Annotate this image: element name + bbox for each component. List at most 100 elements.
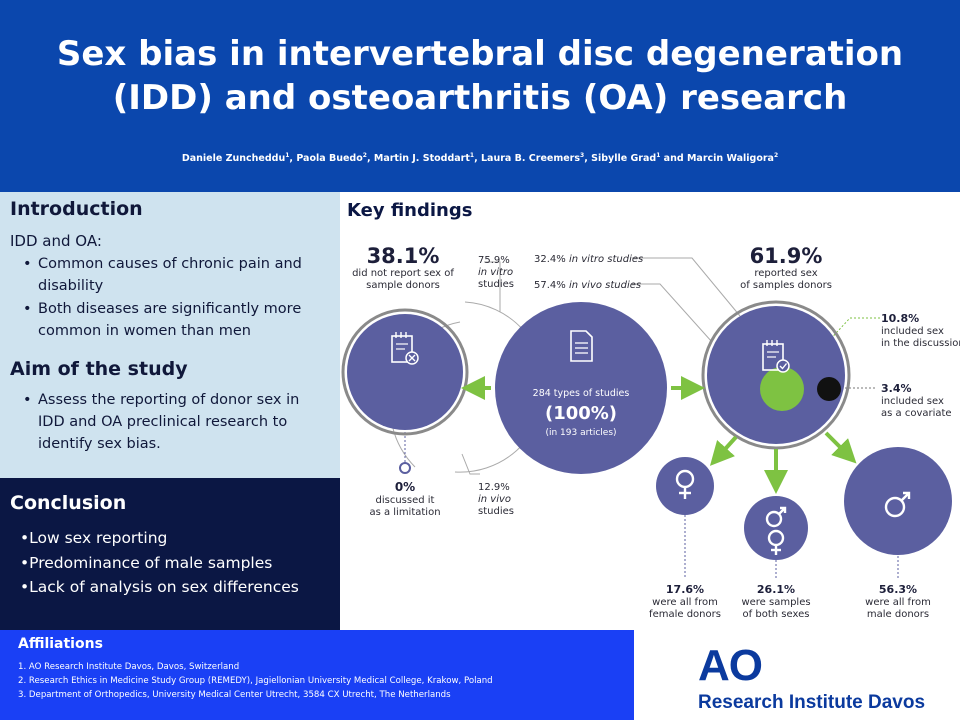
author-name: Martin J. Stoddart bbox=[373, 153, 470, 165]
author-affiliation: 2 bbox=[362, 152, 367, 159]
not-reported-invitro-label: studies bbox=[478, 279, 514, 290]
female-pct: 17.6% bbox=[666, 583, 704, 596]
list-item: Common causes of chronic pain and disabi… bbox=[10, 253, 330, 297]
author-name: Marcin Waligora bbox=[686, 153, 774, 165]
author-name: Sibylle Grad bbox=[591, 153, 657, 165]
limitation-label: as a limitation bbox=[369, 507, 440, 518]
female-label: female donors bbox=[649, 609, 721, 620]
affiliations-heading: Affiliations bbox=[18, 636, 103, 652]
logo-text: Research Institute Davos bbox=[698, 692, 926, 713]
affiliations-panel: Affiliations 1. AO Research Institute Da… bbox=[0, 630, 634, 720]
connector-line bbox=[632, 283, 713, 343]
both-label: of both sexes bbox=[743, 609, 810, 620]
aim-heading: Aim of the study bbox=[10, 358, 188, 380]
list-item: Predominance of male samples bbox=[20, 551, 299, 576]
discussion-label: included sex bbox=[881, 326, 944, 337]
covariate-label: as a covariate bbox=[881, 408, 952, 419]
total-studies-articles: (in 193 articles) bbox=[545, 428, 616, 438]
discussion-label: in the discussion bbox=[881, 338, 960, 349]
connector-line bbox=[799, 317, 880, 373]
not-reported-invitro-pct: 75.9% bbox=[478, 255, 510, 266]
limitation-label: discussed it bbox=[376, 495, 435, 506]
male-circle bbox=[844, 447, 952, 555]
arrow-male bbox=[824, 431, 857, 464]
reported-invivo-text: in vivo studies bbox=[569, 280, 641, 291]
male-symbol-icon bbox=[765, 506, 787, 528]
author-affiliation: 2 bbox=[773, 152, 779, 159]
not-reported-label: did not report sex of bbox=[352, 268, 454, 279]
both-pct: 26.1% bbox=[757, 583, 795, 596]
author-affiliation: 1 bbox=[469, 152, 475, 159]
female-label: were all from bbox=[652, 597, 718, 608]
logo-mark: AO bbox=[698, 641, 763, 690]
key-findings-panel: Key findings bbox=[340, 192, 960, 630]
title-line-1: Sex bias in intervertebral disc degenera… bbox=[56, 34, 904, 74]
header-banner: Sex bias in intervertebral disc degenera… bbox=[0, 0, 960, 192]
title-line-2: (IDD) and osteoarthritis (OA) research bbox=[112, 78, 848, 118]
list-item: 1. AO Research Institute Davos, Davos, S… bbox=[18, 662, 240, 672]
list-item: Low sex reporting bbox=[20, 526, 299, 551]
introduction-heading: Introduction bbox=[10, 198, 143, 220]
introduction-list: Common causes of chronic pain and disabi… bbox=[10, 253, 330, 343]
left-ring bbox=[341, 308, 469, 436]
author-affiliation: 3 bbox=[580, 152, 585, 159]
list-item: Both diseases are significantly more com… bbox=[10, 298, 330, 342]
author-name: Paola Buedo bbox=[296, 153, 363, 165]
covariate-dot bbox=[817, 377, 841, 401]
author-separator: , bbox=[289, 153, 297, 165]
reported-pct: 61.9% bbox=[750, 244, 823, 268]
key-findings-heading: Key findings bbox=[347, 200, 473, 221]
author-separator: , bbox=[584, 153, 592, 165]
author-affiliation: 1 bbox=[656, 152, 661, 159]
limitation-dot bbox=[399, 462, 411, 474]
covariate-pct: 3.4% bbox=[881, 382, 912, 395]
author-list: Daniele Zuncheddu1, Paola Buedo2, Martin… bbox=[0, 152, 960, 164]
right-ring bbox=[701, 300, 851, 450]
not-reported-invitro-label: in vitro bbox=[478, 267, 513, 278]
reported-label: reported sex bbox=[754, 268, 817, 279]
introduction-panel: Introduction IDD and OA: Common causes o… bbox=[0, 192, 340, 478]
conclusion-list: Low sex reporting Predominance of male s… bbox=[20, 526, 299, 600]
not-reported-invivo-pct: 12.9% bbox=[478, 482, 510, 493]
author-affiliation: 1 bbox=[285, 152, 290, 159]
covariate-label: included sex bbox=[881, 396, 944, 407]
total-studies-label: 284 types of studies bbox=[533, 388, 630, 399]
both-label: were samples bbox=[741, 597, 810, 608]
connector-line bbox=[632, 257, 741, 317]
reported-invitro-text: in vitro studies bbox=[569, 254, 643, 265]
male-label: male donors bbox=[867, 609, 929, 620]
reported-invitro-pct: 32.4% bbox=[534, 254, 566, 265]
female-symbol-icon bbox=[767, 529, 785, 555]
list-item: 2. Research Ethics in Medicine Study Gro… bbox=[18, 676, 493, 686]
reported-invitro-label: 32.4% in vitro studies bbox=[534, 254, 643, 265]
conclusion-heading: Conclusion bbox=[10, 492, 127, 514]
key-findings-diagram: 38.1% did not report sex of sample donor… bbox=[341, 244, 960, 620]
discussion-dot bbox=[760, 367, 804, 411]
limitation-pct: 0% bbox=[395, 480, 415, 494]
both-sexes-circle bbox=[744, 496, 808, 560]
reported-invivo-label: 57.4% in vivo studies bbox=[534, 280, 641, 291]
author-separator: and bbox=[660, 153, 687, 165]
author-name: Laura B. Creemers bbox=[481, 153, 581, 165]
total-studies-pct: (100%) bbox=[545, 403, 617, 424]
author-separator: , bbox=[474, 153, 481, 165]
introduction-lead: IDD and OA: bbox=[10, 232, 102, 250]
list-item: 3. Department of Orthopedics, University… bbox=[18, 690, 451, 700]
male-label: were all from bbox=[865, 597, 931, 608]
male-pct: 56.3% bbox=[879, 583, 917, 596]
conclusion-panel: Conclusion Low sex reporting Predominanc… bbox=[0, 478, 340, 630]
list-item: Assess the reporting of donor sex in IDD… bbox=[10, 389, 330, 455]
not-reported-invivo-label: studies bbox=[478, 506, 514, 517]
ao-logo: AO Research Institute Davos bbox=[634, 630, 960, 720]
author-separator: , bbox=[366, 153, 374, 165]
total-studies-circle bbox=[495, 302, 667, 474]
arrow-female bbox=[709, 435, 738, 466]
list-item: Lack of analysis on sex differences bbox=[20, 575, 299, 600]
document-cross-icon bbox=[391, 332, 419, 365]
not-reported-label: sample donors bbox=[366, 280, 440, 291]
not-reported-pct: 38.1% bbox=[367, 244, 440, 268]
aim-list: Assess the reporting of donor sex in IDD… bbox=[10, 389, 330, 456]
connector-line bbox=[484, 261, 501, 312]
reported-invivo-pct: 57.4% bbox=[534, 280, 566, 291]
not-reported-invivo-label: in vivo bbox=[478, 494, 511, 505]
